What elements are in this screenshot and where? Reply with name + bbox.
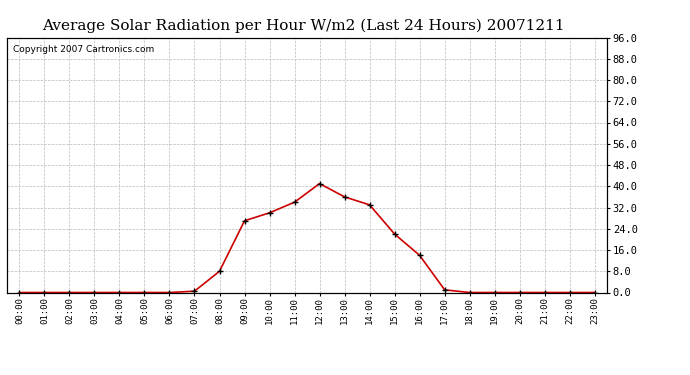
Text: Copyright 2007 Cartronics.com: Copyright 2007 Cartronics.com [13,45,154,54]
Text: Average Solar Radiation per Hour W/m2 (Last 24 Hours) 20071211: Average Solar Radiation per Hour W/m2 (L… [42,19,565,33]
